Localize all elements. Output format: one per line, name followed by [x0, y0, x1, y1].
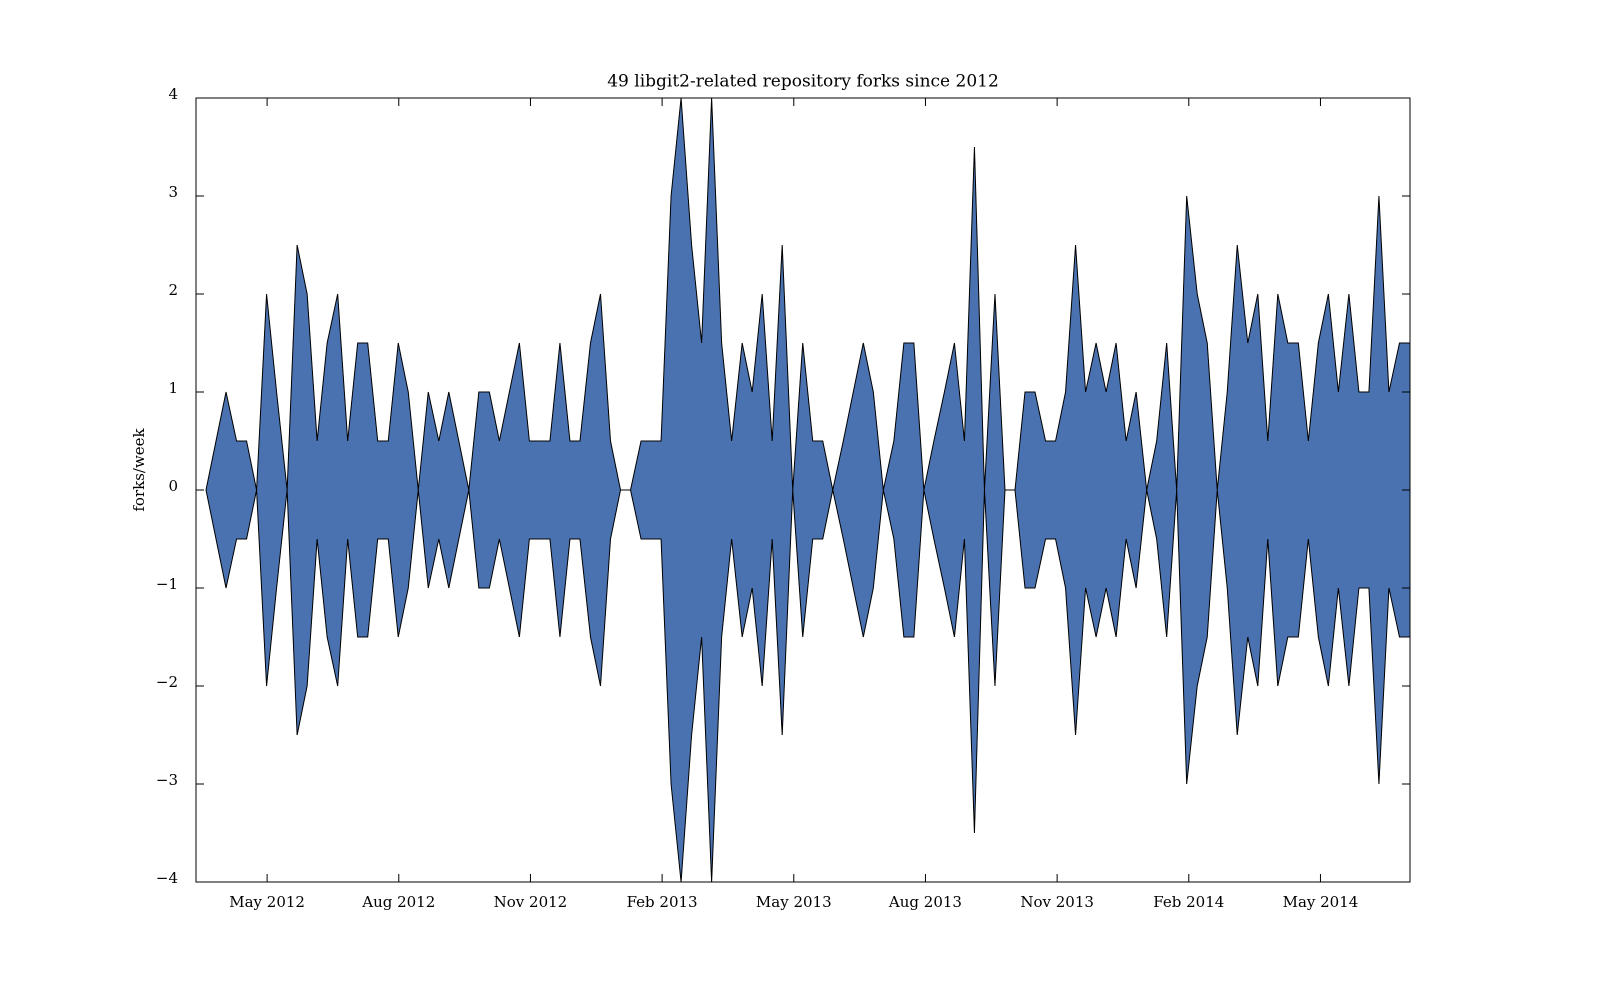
y-tick-label: −1	[156, 575, 178, 593]
y-axis-label: forks/week	[130, 427, 148, 511]
x-tick-label: Nov 2012	[494, 893, 568, 911]
chart-title: 49 libgit2-related repository forks sinc…	[607, 72, 999, 92]
y-tick-label: 2	[168, 281, 178, 299]
x-tick-label: Aug 2012	[361, 893, 435, 911]
y-tick-label: −4	[156, 869, 178, 887]
stream-edge-upper	[205, 97, 1410, 491]
x-tick-label: May 2014	[1283, 893, 1359, 911]
x-tick-label: May 2012	[229, 893, 305, 911]
y-tick-label: 0	[168, 477, 178, 495]
y-tick-label: 4	[168, 85, 178, 103]
y-tick-label: 3	[168, 183, 178, 201]
x-tick-label: Feb 2014	[1153, 893, 1224, 911]
x-tick-label: May 2013	[756, 893, 832, 911]
y-tick-label: 1	[168, 379, 178, 397]
y-tick-label: −3	[156, 771, 178, 789]
x-tick-label: Feb 2013	[627, 893, 698, 911]
stream-area-lower	[205, 489, 1410, 883]
x-tick-label: Nov 2013	[1020, 893, 1094, 911]
stream-area-upper	[205, 97, 1410, 491]
x-tick-label: Aug 2013	[888, 893, 962, 911]
y-tick-label: −2	[156, 673, 178, 691]
stream-edge-lower	[205, 489, 1410, 883]
